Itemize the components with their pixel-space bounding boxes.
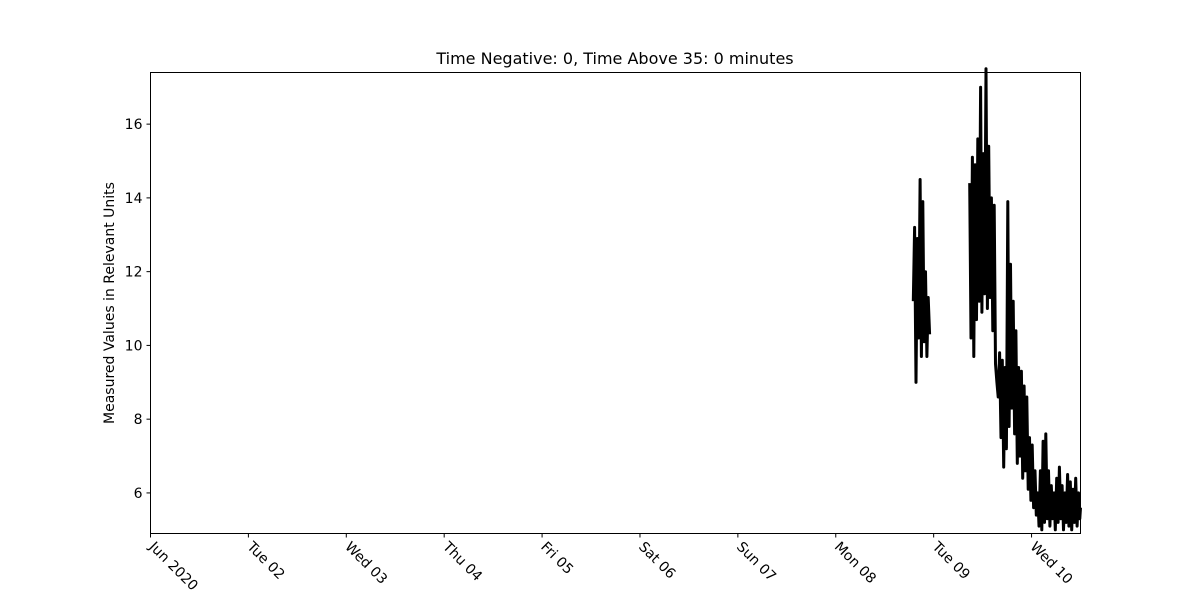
x-tick-label: Tue 09 — [928, 538, 973, 583]
plot-frame — [150, 72, 1081, 534]
x-tick-label: Sat 06 — [635, 539, 678, 582]
x-tick-label: Wed 10 — [1027, 539, 1076, 588]
x-tick-label: Wed 03 — [341, 539, 390, 588]
y-tick-label: 6 — [134, 486, 143, 502]
x-tick-label: Fri 05 — [537, 539, 576, 578]
x-tick-label: Sun 07 — [733, 539, 779, 585]
y-tick-label: 14 — [125, 191, 143, 207]
chart-title: Time Negative: 0, Time Above 35: 0 minut… — [435, 49, 793, 68]
x-tick-label: Tue 02 — [243, 538, 288, 583]
series-line-segment — [911, 178, 932, 384]
series-layer — [911, 67, 1082, 532]
x-tick-label: Jun 2020 — [145, 538, 201, 594]
y-tick-label: 12 — [125, 265, 143, 281]
y-axis-ticks: 6 8 10 12 14 16 — [125, 117, 151, 502]
x-tick-label: Thu 04 — [439, 538, 485, 584]
y-tick-label: 16 — [125, 117, 143, 133]
x-axis-ticks: Jun 2020 Tue 02 Wed 03 Thu 04 Fri 05 Sat 06 Su… — [145, 533, 1076, 594]
y-axis-label: Measured Values in Relevant Units — [102, 182, 118, 424]
x-tick-label: Mon 08 — [831, 539, 879, 587]
y-tick-label: 8 — [134, 412, 143, 428]
series-line-segment — [968, 67, 1082, 532]
y-tick-label: 10 — [125, 338, 143, 354]
